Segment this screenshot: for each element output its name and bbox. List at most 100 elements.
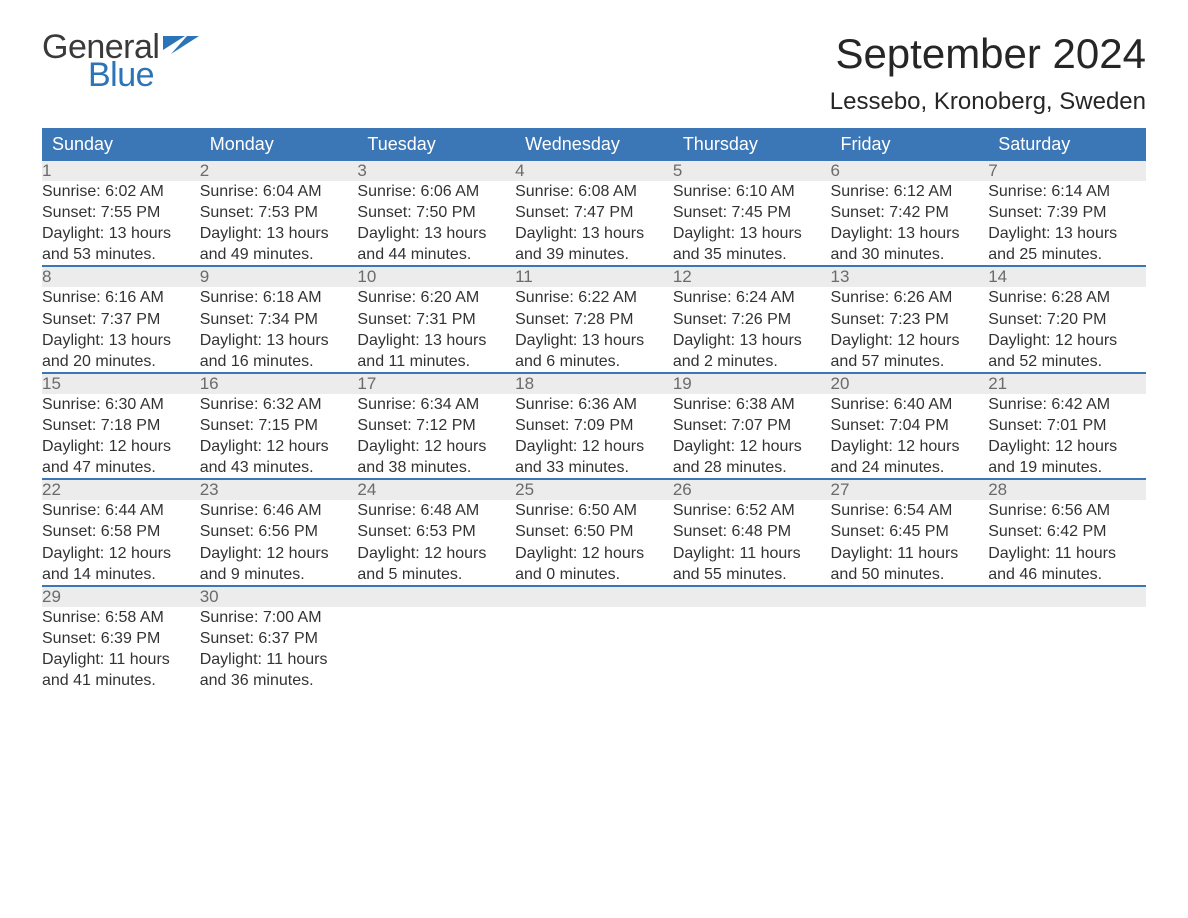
daylight-text: Daylight: 12 hours: [831, 330, 989, 351]
daylight-text: Daylight: 12 hours: [988, 436, 1146, 457]
sunrise-text: Sunrise: 6:22 AM: [515, 287, 673, 308]
sunrise-text: Sunrise: 6:18 AM: [200, 287, 358, 308]
weekday-header: Friday: [831, 128, 989, 161]
daylight-text: and 14 minutes.: [42, 564, 200, 585]
daylight-text: Daylight: 12 hours: [831, 436, 989, 457]
daylight-text: and 6 minutes.: [515, 351, 673, 372]
day-cell: Sunrise: 6:22 AMSunset: 7:28 PMDaylight:…: [515, 287, 673, 372]
day-content-row: Sunrise: 6:58 AMSunset: 6:39 PMDaylight:…: [42, 607, 1146, 691]
day-number-row: 891011121314: [42, 266, 1146, 287]
day-number: 26: [673, 479, 831, 500]
day-cell: Sunrise: 7:00 AMSunset: 6:37 PMDaylight:…: [200, 607, 358, 691]
daylight-text: and 24 minutes.: [831, 457, 989, 478]
daylight-text: and 35 minutes.: [673, 244, 831, 265]
weekday-header: Saturday: [988, 128, 1146, 161]
day-cell: Sunrise: 6:40 AMSunset: 7:04 PMDaylight:…: [831, 394, 989, 479]
sunrise-text: Sunrise: 6:24 AM: [673, 287, 831, 308]
brand-word-2: Blue: [88, 58, 199, 92]
day-number: 12: [673, 266, 831, 287]
sunset-text: Sunset: 6:56 PM: [200, 521, 358, 542]
sunset-text: Sunset: 6:58 PM: [42, 521, 200, 542]
daylight-text: Daylight: 13 hours: [515, 330, 673, 351]
day-cell: Sunrise: 6:32 AMSunset: 7:15 PMDaylight:…: [200, 394, 358, 479]
day-cell: Sunrise: 6:54 AMSunset: 6:45 PMDaylight:…: [831, 500, 989, 585]
daylight-text: and 28 minutes.: [673, 457, 831, 478]
sunrise-text: Sunrise: 6:50 AM: [515, 500, 673, 521]
day-number: 20: [831, 373, 989, 394]
day-number: 28: [988, 479, 1146, 500]
sunrise-text: Sunrise: 6:10 AM: [673, 181, 831, 202]
day-cell: Sunrise: 6:02 AMSunset: 7:55 PMDaylight:…: [42, 181, 200, 266]
day-number-row: 1234567: [42, 161, 1146, 181]
weekday-header: Wednesday: [515, 128, 673, 161]
sunrise-text: Sunrise: 6:04 AM: [200, 181, 358, 202]
daylight-text: and 11 minutes.: [357, 351, 515, 372]
sunset-text: Sunset: 6:48 PM: [673, 521, 831, 542]
sunset-text: Sunset: 7:07 PM: [673, 415, 831, 436]
sunrise-text: Sunrise: 6:38 AM: [673, 394, 831, 415]
sunset-text: Sunset: 7:20 PM: [988, 309, 1146, 330]
day-number: 21: [988, 373, 1146, 394]
day-number: 7: [988, 161, 1146, 181]
daylight-text: and 0 minutes.: [515, 564, 673, 585]
daylight-text: and 38 minutes.: [357, 457, 515, 478]
daylight-text: Daylight: 12 hours: [515, 436, 673, 457]
day-number-row: 15161718192021: [42, 373, 1146, 394]
sunrise-text: Sunrise: 6:08 AM: [515, 181, 673, 202]
daylight-text: and 46 minutes.: [988, 564, 1146, 585]
day-number-row: 22232425262728: [42, 479, 1146, 500]
calendar-table: Sunday Monday Tuesday Wednesday Thursday…: [42, 128, 1146, 691]
day-number: [357, 586, 515, 607]
daylight-text: Daylight: 11 hours: [673, 543, 831, 564]
daylight-text: Daylight: 12 hours: [200, 436, 358, 457]
day-cell: Sunrise: 6:52 AMSunset: 6:48 PMDaylight:…: [673, 500, 831, 585]
daylight-text: and 52 minutes.: [988, 351, 1146, 372]
day-cell: Sunrise: 6:46 AMSunset: 6:56 PMDaylight:…: [200, 500, 358, 585]
day-number: 24: [357, 479, 515, 500]
weekday-header: Sunday: [42, 128, 200, 161]
sunset-text: Sunset: 7:28 PM: [515, 309, 673, 330]
sunrise-text: Sunrise: 6:52 AM: [673, 500, 831, 521]
daylight-text: and 55 minutes.: [673, 564, 831, 585]
sunrise-text: Sunrise: 6:12 AM: [831, 181, 989, 202]
day-number: 3: [357, 161, 515, 181]
day-number: 11: [515, 266, 673, 287]
sunset-text: Sunset: 7:12 PM: [357, 415, 515, 436]
day-cell: Sunrise: 6:18 AMSunset: 7:34 PMDaylight:…: [200, 287, 358, 372]
day-number: 8: [42, 266, 200, 287]
sunset-text: Sunset: 6:50 PM: [515, 521, 673, 542]
page-title: September 2024: [830, 30, 1146, 78]
day-cell: Sunrise: 6:38 AMSunset: 7:07 PMDaylight:…: [673, 394, 831, 479]
day-number: 27: [831, 479, 989, 500]
day-cell: Sunrise: 6:36 AMSunset: 7:09 PMDaylight:…: [515, 394, 673, 479]
sunrise-text: Sunrise: 6:56 AM: [988, 500, 1146, 521]
day-cell: Sunrise: 6:58 AMSunset: 6:39 PMDaylight:…: [42, 607, 200, 691]
daylight-text: and 44 minutes.: [357, 244, 515, 265]
sunset-text: Sunset: 7:31 PM: [357, 309, 515, 330]
sunrise-text: Sunrise: 6:42 AM: [988, 394, 1146, 415]
day-number: 30: [200, 586, 358, 607]
daylight-text: and 36 minutes.: [200, 670, 358, 691]
sunrise-text: Sunrise: 6:40 AM: [831, 394, 989, 415]
day-cell: Sunrise: 6:26 AMSunset: 7:23 PMDaylight:…: [831, 287, 989, 372]
daylight-text: and 25 minutes.: [988, 244, 1146, 265]
sunrise-text: Sunrise: 6:36 AM: [515, 394, 673, 415]
sunrise-text: Sunrise: 6:30 AM: [42, 394, 200, 415]
sunrise-text: Sunrise: 6:14 AM: [988, 181, 1146, 202]
day-number: 6: [831, 161, 989, 181]
weekday-header: Tuesday: [357, 128, 515, 161]
day-cell: [515, 607, 673, 691]
daylight-text: and 39 minutes.: [515, 244, 673, 265]
day-number: 1: [42, 161, 200, 181]
daylight-text: and 50 minutes.: [831, 564, 989, 585]
sunset-text: Sunset: 6:53 PM: [357, 521, 515, 542]
daylight-text: and 43 minutes.: [200, 457, 358, 478]
sunset-text: Sunset: 7:53 PM: [200, 202, 358, 223]
daylight-text: Daylight: 11 hours: [988, 543, 1146, 564]
daylight-text: Daylight: 11 hours: [200, 649, 358, 670]
sunrise-text: Sunrise: 6:20 AM: [357, 287, 515, 308]
sunset-text: Sunset: 7:47 PM: [515, 202, 673, 223]
day-number: 13: [831, 266, 989, 287]
daylight-text: Daylight: 12 hours: [988, 330, 1146, 351]
sunrise-text: Sunrise: 6:28 AM: [988, 287, 1146, 308]
